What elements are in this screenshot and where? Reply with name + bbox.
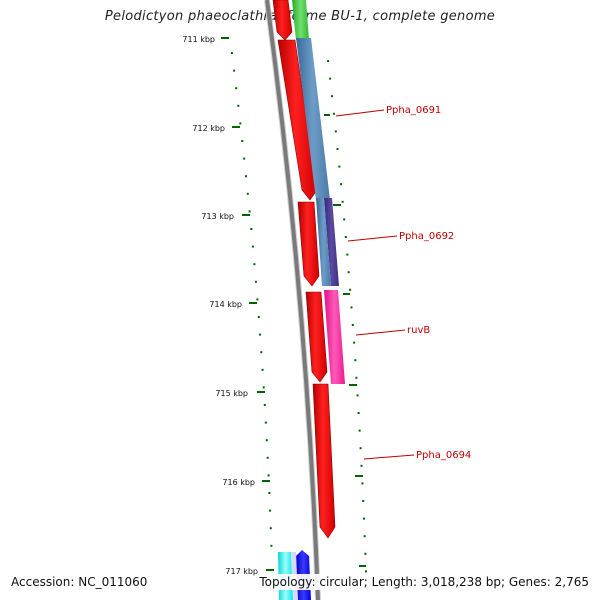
minor-tick-dot	[262, 386, 265, 389]
gene-label-ppha-0692[interactable]: Ppha_0692	[347, 231, 454, 242]
minor-tick-dot	[268, 492, 271, 494]
minor-tick-dot	[266, 456, 269, 459]
minor-tick-dot	[351, 324, 354, 326]
minor-tick-dot	[327, 60, 330, 62]
minor-tick-dot	[245, 175, 247, 178]
minor-tick-dot	[267, 474, 270, 477]
minor-tick-dot	[360, 464, 363, 467]
tick-label-713: 713 kbp	[201, 212, 234, 221]
minor-tick-dot	[356, 394, 359, 397]
minor-tick-dot	[251, 245, 254, 248]
minor-tick-dot	[239, 122, 242, 125]
minor-tick-dot	[355, 376, 358, 379]
minor-tick-dot	[250, 228, 253, 230]
hit-block-indigo	[324, 198, 339, 286]
minor-tick-dot	[256, 298, 259, 301]
svg-text:ruvB: ruvB	[407, 325, 430, 336]
minor-tick-dot	[357, 412, 360, 414]
minor-tick-dot	[353, 341, 356, 344]
minor-tick-dot	[269, 509, 272, 512]
minor-tick-dot	[361, 482, 364, 485]
minor-tick-dot	[329, 77, 332, 80]
cds-feature-ppha-0691[interactable]	[277, 39, 318, 201]
minor-tick-dot	[235, 87, 238, 90]
hit-block-steel-b	[316, 198, 331, 286]
minor-tick-dot	[347, 271, 350, 274]
minor-tick-dot	[350, 306, 353, 309]
axis-tick-715: 715 kbp	[215, 389, 265, 398]
minor-tick-dot	[233, 69, 236, 72]
cds-feature-ppha-0694[interactable]	[312, 383, 336, 539]
genome-backbone-core	[265, 0, 320, 600]
tick-label-711: 711 kbp	[182, 35, 215, 44]
minor-tick-dot	[331, 95, 333, 98]
minor-tick-dot	[332, 112, 335, 115]
tick-label-712: 712 kbp	[192, 124, 225, 133]
minor-tick-dot	[248, 210, 251, 213]
hit-block-green	[292, 0, 309, 40]
minor-tick-dot	[334, 130, 337, 133]
minor-tick-dot	[363, 535, 366, 538]
minor-tick-dot	[344, 236, 347, 238]
tick-label-717: 717 kbp	[225, 567, 258, 576]
minor-tick-dot	[260, 351, 263, 354]
minor-tick-dot	[270, 544, 273, 547]
minor-tick-dot	[343, 218, 346, 221]
axis-tick-714: 714 kbp	[209, 300, 257, 309]
minor-tick-dot	[257, 316, 260, 318]
minor-tick-dot	[243, 157, 246, 160]
outer-tick-dots	[327, 60, 367, 573]
minor-tick-dot	[358, 429, 361, 432]
inner-tick-dots	[230, 52, 273, 547]
tick-label-716: 716 kbp	[222, 478, 255, 487]
hit-block-magenta	[324, 290, 345, 384]
minor-tick-dot	[265, 439, 268, 442]
minor-tick-dot	[354, 359, 357, 362]
minor-tick-dot	[359, 447, 362, 450]
genome-summary-label: Topology: circular; Length: 3,018,238 bp…	[257, 574, 591, 590]
minor-tick-dot	[336, 148, 339, 150]
svg-text:Ppha_0691: Ppha_0691	[386, 105, 441, 116]
svg-text:Ppha_0694: Ppha_0694	[416, 450, 471, 461]
minor-tick-dot	[246, 192, 249, 195]
minor-tick-dot	[269, 527, 272, 530]
svg-text:Ppha_0692: Ppha_0692	[399, 231, 454, 242]
minor-tick-dot	[261, 368, 264, 371]
minor-tick-dot	[346, 253, 349, 256]
minor-tick-dot	[237, 104, 240, 107]
axis-tick-717: 717 kbp	[225, 567, 274, 576]
minor-tick-dot	[241, 140, 244, 142]
minor-tick-dot	[259, 333, 262, 336]
gene-label-ruvb[interactable]: ruvB	[355, 325, 430, 336]
cds-feature-upstream[interactable]	[272, 0, 293, 41]
axis-tick-711: 711 kbp	[182, 35, 229, 44]
minor-tick-dot	[264, 421, 267, 424]
tick-label-715: 715 kbp	[215, 389, 248, 398]
minor-tick-dot	[263, 404, 266, 406]
axis-tick-712: 712 kbp	[192, 124, 240, 133]
axis-tick-713: 713 kbp	[201, 212, 250, 221]
gene-label-ppha-0694[interactable]: Ppha_0694	[363, 450, 471, 461]
minor-tick-dot	[349, 288, 352, 291]
minor-tick-dot	[362, 500, 365, 502]
minor-tick-dot	[365, 570, 367, 573]
minor-tick-dot	[363, 517, 365, 520]
minor-tick-dot	[253, 263, 256, 266]
accession-label: Accession: NC_011060	[9, 574, 150, 590]
minor-tick-dot	[230, 52, 233, 54]
outer-ring-ticks	[324, 114, 366, 567]
minor-tick-dot	[338, 165, 341, 168]
cds-feature-ppha-0692[interactable]	[297, 201, 320, 287]
axis-tick-716: 716 kbp	[222, 478, 270, 487]
minor-tick-dot	[340, 183, 342, 186]
minor-tick-dot	[364, 552, 367, 555]
hit-block-steel	[296, 38, 330, 200]
minor-tick-dot	[254, 280, 257, 283]
cds-feature-ruvb[interactable]	[305, 291, 328, 383]
minor-tick-dot	[341, 200, 344, 203]
gene-label-ppha-0691[interactable]: Ppha_0691	[335, 105, 441, 117]
tick-label-714: 714 kbp	[209, 300, 242, 309]
